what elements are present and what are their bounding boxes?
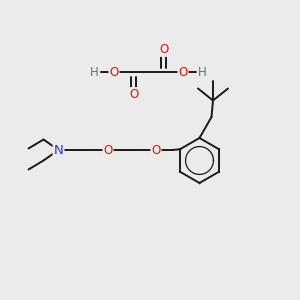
Text: H: H bbox=[198, 65, 207, 79]
Text: O: O bbox=[129, 88, 138, 101]
Text: O: O bbox=[152, 143, 160, 157]
Text: O: O bbox=[110, 65, 118, 79]
Text: O: O bbox=[103, 143, 112, 157]
Text: N: N bbox=[54, 143, 63, 157]
Text: O: O bbox=[178, 65, 188, 79]
Text: H: H bbox=[90, 65, 99, 79]
Text: O: O bbox=[159, 43, 168, 56]
